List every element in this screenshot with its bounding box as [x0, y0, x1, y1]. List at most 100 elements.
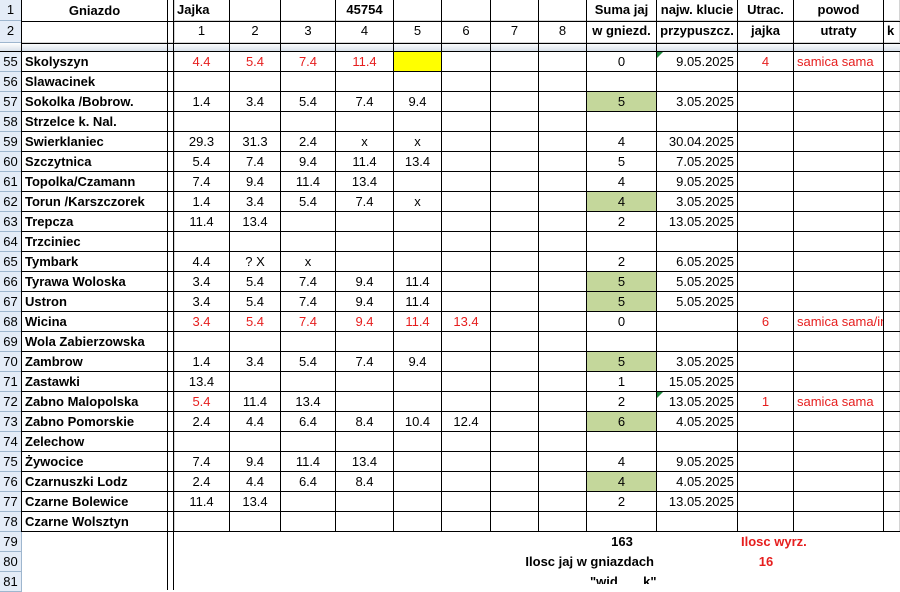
- trailing-cell[interactable]: [884, 412, 900, 432]
- hatch-date-cell[interactable]: 4.05.2025: [657, 412, 738, 432]
- header-suma[interactable]: Suma jaj: [587, 0, 657, 21]
- row-header[interactable]: 73: [0, 412, 22, 432]
- lost-eggs-cell[interactable]: [738, 352, 794, 372]
- egg-date-cell[interactable]: [230, 72, 281, 92]
- lost-eggs-cell[interactable]: 1: [738, 392, 794, 412]
- egg-date-cell[interactable]: 2.4: [281, 132, 336, 152]
- egg-date-cell[interactable]: 7.4: [281, 312, 336, 332]
- header-jajka[interactable]: Jajka: [174, 0, 230, 21]
- egg-date-cell[interactable]: [539, 112, 587, 132]
- loss-reason-cell[interactable]: [794, 332, 884, 352]
- egg-date-cell[interactable]: [539, 352, 587, 372]
- egg-date-cell[interactable]: [394, 492, 442, 512]
- egg-date-cell[interactable]: 4.4: [230, 412, 281, 432]
- trailing-cell[interactable]: [884, 72, 900, 92]
- egg-date-cell[interactable]: [336, 112, 394, 132]
- egg-date-cell[interactable]: [336, 432, 394, 452]
- row-header[interactable]: 58: [0, 112, 22, 132]
- egg-date-cell[interactable]: 9.4: [336, 312, 394, 332]
- egg-date-cell[interactable]: [394, 112, 442, 132]
- egg-sum-cell[interactable]: [587, 432, 657, 452]
- egg-date-cell[interactable]: 11.4: [394, 272, 442, 292]
- egg-date-cell[interactable]: [442, 512, 491, 532]
- egg-date-cell[interactable]: [442, 492, 491, 512]
- egg-date-cell[interactable]: 4.4: [230, 472, 281, 492]
- egg-sum-cell[interactable]: 0: [587, 52, 657, 72]
- egg-date-cell[interactable]: 11.4: [394, 312, 442, 332]
- lost-eggs-cell[interactable]: [738, 172, 794, 192]
- egg-date-cell[interactable]: [491, 272, 539, 292]
- hatch-date-cell[interactable]: 30.04.2025: [657, 132, 738, 152]
- row-header[interactable]: 70: [0, 352, 22, 372]
- egg-date-cell[interactable]: [442, 132, 491, 152]
- label-row81[interactable]: "wid.......k": [590, 574, 657, 584]
- egg-date-cell[interactable]: 4.4: [174, 52, 230, 72]
- row-header[interactable]: 64: [0, 232, 22, 252]
- row-header[interactable]: 79: [0, 532, 22, 552]
- egg-date-cell[interactable]: 7.4: [230, 152, 281, 172]
- loss-reason-cell[interactable]: [794, 152, 884, 172]
- egg-date-cell[interactable]: 7.4: [336, 352, 394, 372]
- egg-date-cell[interactable]: [281, 332, 336, 352]
- egg-date-cell[interactable]: 1.4: [174, 192, 230, 212]
- egg-date-cell[interactable]: [442, 52, 491, 72]
- lost-eggs-cell[interactable]: [738, 92, 794, 112]
- hatch-date-cell[interactable]: [657, 232, 738, 252]
- trailing-cell[interactable]: [884, 372, 900, 392]
- egg-date-cell[interactable]: [394, 372, 442, 392]
- egg-date-cell[interactable]: x: [394, 192, 442, 212]
- lost-eggs-cell[interactable]: [738, 112, 794, 132]
- egg-date-cell[interactable]: [394, 232, 442, 252]
- hatch-date-cell[interactable]: 6.05.2025: [657, 252, 738, 272]
- trailing-cell[interactable]: [884, 472, 900, 492]
- hatch-date-cell[interactable]: 13.05.2025: [657, 212, 738, 232]
- row-header[interactable]: 55: [0, 52, 22, 72]
- loss-reason-cell[interactable]: [794, 432, 884, 452]
- egg-date-cell[interactable]: 4.4: [174, 252, 230, 272]
- egg-date-cell[interactable]: [442, 452, 491, 472]
- egg-date-cell[interactable]: 10.4: [394, 412, 442, 432]
- header-blank[interactable]: [491, 0, 539, 21]
- loss-reason-cell[interactable]: [794, 492, 884, 512]
- egg-date-cell[interactable]: [491, 52, 539, 72]
- header-utrac[interactable]: Utrac.: [738, 0, 794, 21]
- row-header[interactable]: 57: [0, 92, 22, 112]
- egg-date-cell[interactable]: 13.4: [336, 452, 394, 472]
- egg-date-cell[interactable]: [442, 472, 491, 492]
- trailing-cell[interactable]: [884, 452, 900, 472]
- egg-date-cell[interactable]: [394, 432, 442, 452]
- egg-date-cell[interactable]: 7.4: [336, 192, 394, 212]
- egg-date-cell[interactable]: [491, 512, 539, 532]
- nest-name[interactable]: Wicina: [22, 312, 168, 332]
- egg-date-cell[interactable]: 11.4: [336, 152, 394, 172]
- header-najw-2[interactable]: przypuszcz.: [657, 21, 738, 43]
- header-col-number[interactable]: 4: [336, 21, 394, 43]
- egg-date-cell[interactable]: 11.4: [174, 212, 230, 232]
- egg-date-cell[interactable]: 5.4: [174, 152, 230, 172]
- nest-name[interactable]: Zambrow: [22, 352, 168, 372]
- egg-date-cell[interactable]: 5.4: [230, 292, 281, 312]
- trailing-cell[interactable]: [884, 192, 900, 212]
- egg-sum-cell[interactable]: [587, 332, 657, 352]
- egg-date-cell[interactable]: [230, 512, 281, 532]
- loss-reason-cell[interactable]: [794, 72, 884, 92]
- egg-date-cell[interactable]: 9.4: [394, 92, 442, 112]
- egg-date-cell[interactable]: 31.3: [230, 132, 281, 152]
- egg-date-cell[interactable]: 11.4: [394, 292, 442, 312]
- loss-reason-cell[interactable]: samica sama: [794, 392, 884, 412]
- egg-sum-cell[interactable]: 0: [587, 312, 657, 332]
- row-header[interactable]: 71: [0, 372, 22, 392]
- egg-date-cell[interactable]: 9.4: [336, 292, 394, 312]
- egg-date-cell[interactable]: [336, 232, 394, 252]
- egg-date-cell[interactable]: [336, 492, 394, 512]
- loss-reason-cell[interactable]: [794, 292, 884, 312]
- egg-date-cell[interactable]: 1.4: [174, 352, 230, 372]
- egg-sum-cell[interactable]: 4: [587, 192, 657, 212]
- egg-date-cell[interactable]: [442, 352, 491, 372]
- egg-date-cell[interactable]: [539, 252, 587, 272]
- trailing-cell[interactable]: [884, 272, 900, 292]
- loss-reason-cell[interactable]: [794, 92, 884, 112]
- header-col-number[interactable]: 5: [394, 21, 442, 43]
- egg-date-cell[interactable]: x: [336, 132, 394, 152]
- row-header[interactable]: 61: [0, 172, 22, 192]
